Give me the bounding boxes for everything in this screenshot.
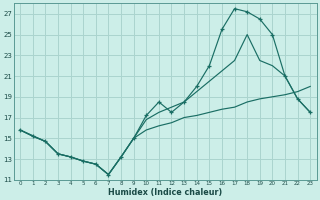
X-axis label: Humidex (Indice chaleur): Humidex (Indice chaleur) [108,188,222,197]
